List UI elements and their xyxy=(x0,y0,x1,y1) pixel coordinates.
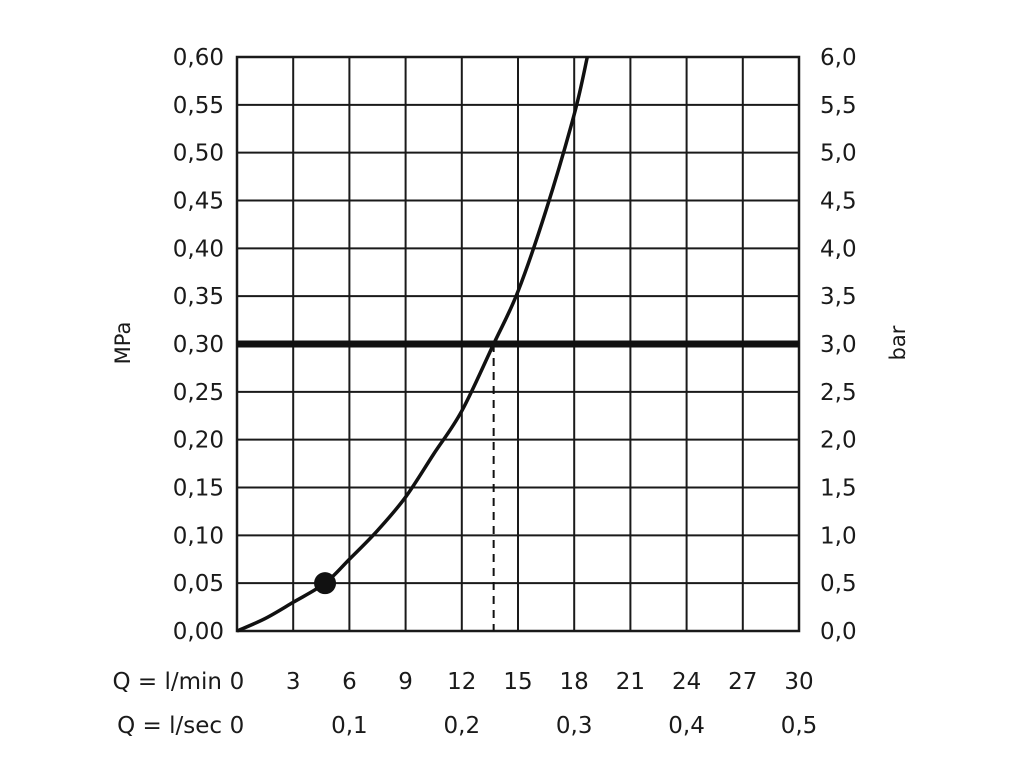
left-tick-labels: 0,00 0,05 0,10 0,15 0,20 0,25 0,30 0,35 0,40 0,45… xyxy=(173,45,224,645)
right-tick-label: 3,0 xyxy=(820,332,857,358)
x-secondary-tick-label: 0,3 xyxy=(556,713,593,739)
x-primary-tick-label: 9 xyxy=(398,669,413,695)
x-primary-tick-labels: 0 3 6 9 12 15 18 21 24 27 30 xyxy=(230,669,814,695)
x-primary-tick-label: 18 xyxy=(560,669,589,695)
left-tick-label: 0,60 xyxy=(173,45,224,71)
x-primary-axis-label: Q = l/min xyxy=(112,669,222,695)
right-tick-label: 0,5 xyxy=(820,571,857,597)
x-primary-tick-label: 6 xyxy=(342,669,357,695)
x-primary-tick-label: 0 xyxy=(230,669,245,695)
x-primary-tick-label: 15 xyxy=(503,669,532,695)
x-primary-tick-label: 30 xyxy=(784,669,813,695)
left-tick-label: 0,25 xyxy=(173,380,224,406)
x-secondary-tick-label: 0,5 xyxy=(781,713,818,739)
operating-point xyxy=(314,572,337,595)
right-tick-label: 4,5 xyxy=(820,189,857,215)
left-tick-label: 0,05 xyxy=(173,571,224,597)
left-tick-label: 0,55 xyxy=(173,93,224,119)
left-tick-label: 0,45 xyxy=(173,189,224,215)
right-tick-label: 4,0 xyxy=(820,236,857,262)
left-tick-label: 0,15 xyxy=(173,476,224,502)
left-tick-label: 0,10 xyxy=(173,523,224,549)
right-tick-labels: 0,0 0,5 1,0 1,5 2,0 2,5 3,0 3,5 4,0 4,5 5,0 5,5 6,0 xyxy=(820,45,857,645)
x-primary-tick-label: 21 xyxy=(616,669,645,695)
right-tick-label: 5,0 xyxy=(820,141,857,167)
right-tick-label: 1,0 xyxy=(820,523,857,549)
x-primary-tick-label: 27 xyxy=(728,669,757,695)
x-secondary-tick-labels: 0 0,1 0,2 0,3 0,4 0,5 xyxy=(230,713,818,739)
x-secondary-axis-label: Q = l/sec xyxy=(117,713,222,739)
x-secondary-tick-label: 0,1 xyxy=(331,713,368,739)
right-tick-label: 1,5 xyxy=(820,476,857,502)
series-curve xyxy=(236,56,590,633)
x-secondary-tick-label: 0,4 xyxy=(668,713,705,739)
right-tick-label: 6,0 xyxy=(820,45,857,71)
x-secondary-tick-label: 0 xyxy=(230,713,245,739)
x-primary-tick-label: 3 xyxy=(286,669,301,695)
marker-dot xyxy=(314,572,337,595)
left-tick-label: 0,40 xyxy=(173,236,224,262)
left-axis-title: MPa xyxy=(111,322,135,365)
right-tick-label: 3,5 xyxy=(820,284,857,310)
flow-curve xyxy=(236,56,590,633)
x-secondary-tick-label: 0,2 xyxy=(444,713,481,739)
left-tick-label: 0,20 xyxy=(173,428,224,454)
right-tick-label: 2,0 xyxy=(820,428,857,454)
left-tick-label: 0,00 xyxy=(173,619,224,645)
x-primary-tick-label: 24 xyxy=(672,669,701,695)
right-tick-label: 5,5 xyxy=(820,93,857,119)
right-tick-label: 2,5 xyxy=(820,380,857,406)
left-tick-label: 0,50 xyxy=(173,141,224,167)
left-tick-label: 0,35 xyxy=(173,284,224,310)
right-tick-label: 0,0 xyxy=(820,619,857,645)
x-primary-tick-label: 12 xyxy=(447,669,476,695)
left-tick-label: 0,30 xyxy=(173,332,224,358)
right-axis-title: bar xyxy=(886,325,910,360)
